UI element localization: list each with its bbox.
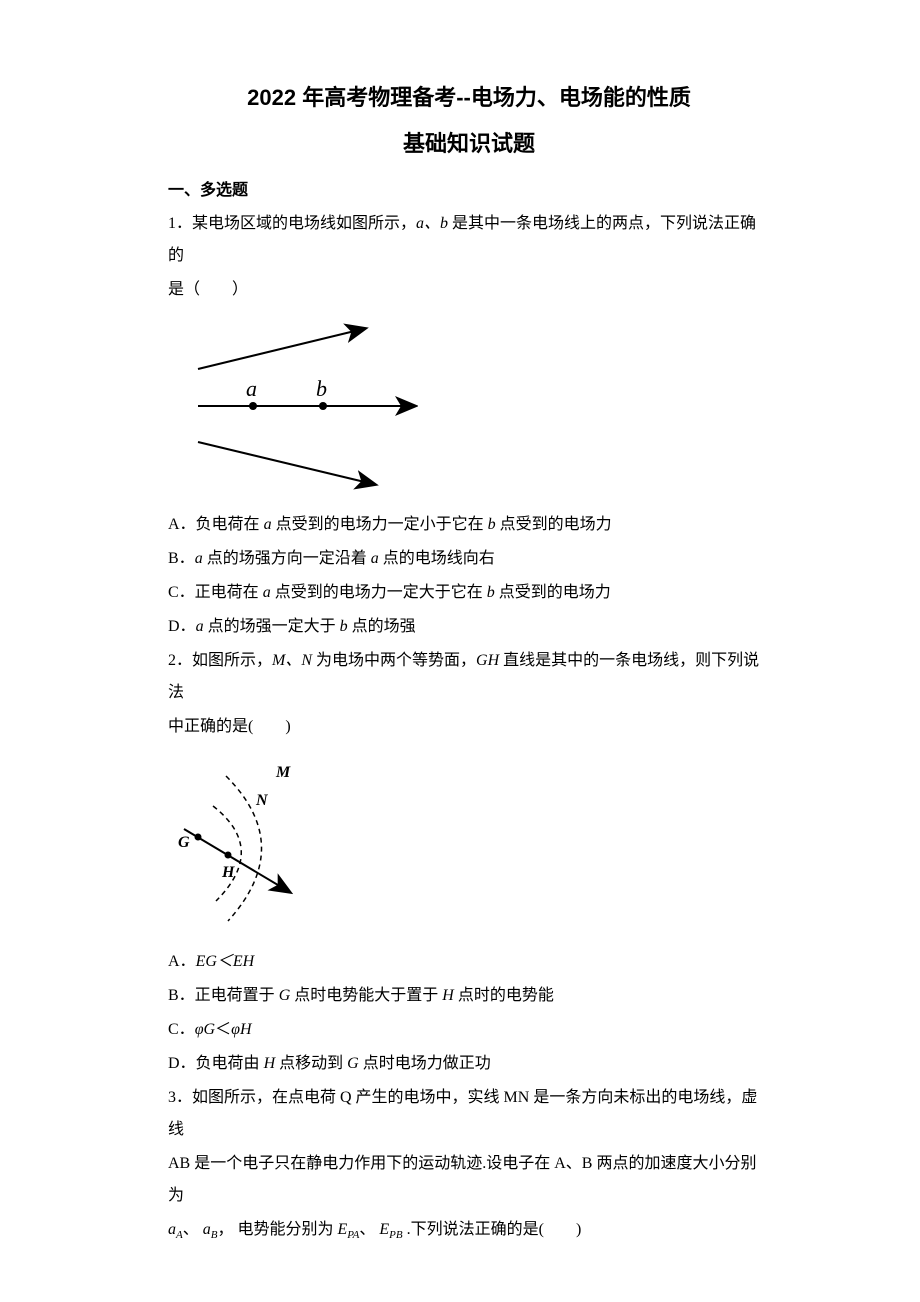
q1-optC-pre: C．正电荷在 [168, 584, 263, 601]
q3-EPB-P: P [389, 1229, 396, 1241]
q3-EPB-E: E [379, 1221, 389, 1238]
q3-stem-line1: 3．如图所示，在点电荷 Q 产生的电场中，实线 MN 是一条方向未标出的电场线，… [168, 1082, 770, 1146]
q2-optD-mid: 点移动到 [275, 1055, 347, 1072]
q2-optA-pre: A． [168, 953, 196, 970]
q2-stem1: 2．如图所示， [168, 652, 272, 669]
q3-stem3: 电势能分别为 [238, 1221, 334, 1238]
q3-stem-line2: AB 是一个电子只在静电力作用下的运动轨迹.设电子在 A、B 两点的加速度大小分… [168, 1148, 770, 1212]
q1-optC-mid: 点受到的电场力一定大于它在 [271, 584, 487, 601]
q2-optB-G: G [279, 987, 291, 1004]
q3-mid2: 、 [359, 1221, 375, 1238]
q2-figure: G H M N [168, 751, 770, 936]
q1-optA-b: b [488, 516, 496, 533]
q1-optB-pre: B． [168, 550, 195, 567]
q2-optC-b2: φH [231, 1021, 251, 1038]
q1-optB-mid2: 点的电场线向右 [379, 550, 495, 567]
q1-optD-post: 点的场强 [348, 618, 416, 635]
q2-fig-N: N [255, 792, 269, 809]
section-heading: 一、多选题 [168, 176, 770, 200]
q1-optD: D．a 点的场强一定大于 b 点的场强 [168, 611, 770, 643]
q2-stem2: 为电场中两个等势面， [312, 652, 476, 669]
page-subtitle: 基础知识试题 [168, 126, 770, 158]
q1-figure: a b [168, 314, 770, 499]
q1-optB-a1: a [195, 550, 203, 567]
q1-stem-line1: 1．某电场区域的电场线如图所示，a、b 是其中一条电场线上的两点，下列说法正确的 [168, 208, 770, 272]
q2-stem-line1: 2．如图所示，M、N 为电场中两个等势面，GH 直线是其中的一条电场线，则下列说… [168, 645, 770, 709]
q3-aA: a [168, 1221, 176, 1238]
q2-optB-mid: 点时电势能大于置于 [290, 987, 442, 1004]
q3-stem-line3: aA、 aB， 电势能分别为 EPA、 EPB .下列说法正确的是( ) [168, 1214, 770, 1246]
q1-optB-mid1: 点的场强方向一定沿着 [203, 550, 371, 567]
q2-fig-H: H [221, 864, 235, 881]
q2-optB-post: 点时的电势能 [454, 987, 554, 1004]
q1-ab: a、b [416, 215, 448, 232]
q1-optD-pre: D． [168, 618, 196, 635]
q2-optB: B．正电荷置于 G 点时电势能大于置于 H 点时的电势能 [168, 980, 770, 1012]
q2-optD-G: G [347, 1055, 359, 1072]
q3-mid1: 、 [183, 1221, 199, 1238]
page-title: 2022 年高考物理备考--电场力、电场能的性质 [168, 80, 770, 112]
q3-comma: ， [217, 1221, 233, 1238]
q2-stem-line2: 中正确的是( ) [168, 711, 770, 743]
q2-optC-b1: φG [195, 1021, 215, 1038]
q2-optA-body: EG＜EH [196, 953, 255, 970]
q3-stem4: .下列说法正确的是( ) [403, 1221, 582, 1238]
q1-stem1: 1．某电场区域的电场线如图所示， [168, 215, 416, 232]
q2-optC-pre: C． [168, 1021, 195, 1038]
q2-optD: D．负电荷由 H 点移动到 G 点时电场力做正功 [168, 1048, 770, 1080]
q1-optC-b: b [487, 584, 495, 601]
q2-optC: C．φG＜φH [168, 1014, 770, 1046]
q1-fig-label-b: b [316, 376, 327, 401]
q2-optD-pre: D．负电荷由 [168, 1055, 264, 1072]
q1-optC-a: a [263, 584, 271, 601]
q1-optA-pre: A．负电荷在 [168, 516, 264, 533]
q3-EPB-sub: PB [389, 1229, 402, 1241]
q2-optC-lt: ＜ [215, 1021, 231, 1038]
q1-optA-mid: 点受到的电场力一定小于它在 [272, 516, 488, 533]
q1-stem-line2: 是（ ） [168, 274, 770, 306]
q1-optA-a: a [264, 516, 272, 533]
q1-optD-b: b [340, 618, 348, 635]
q1-optA: A．负电荷在 a 点受到的电场力一定小于它在 b 点受到的电场力 [168, 509, 770, 541]
q2-optB-pre: B．正电荷置于 [168, 987, 279, 1004]
q1-optA-post: 点受到的电场力 [496, 516, 612, 533]
q1-optB-a2: a [371, 550, 379, 567]
q2-fig-G: G [178, 834, 190, 851]
q1-svg: a b [168, 314, 418, 494]
q1-optC-post: 点受到的电场力 [495, 584, 611, 601]
q3-EPB-S: B [396, 1229, 403, 1241]
q1-optD-mid: 点的场强一定大于 [204, 618, 340, 635]
q2-optD-post: 点时电场力做正功 [359, 1055, 491, 1072]
q1-fig-label-a: a [246, 376, 257, 401]
q2-optD-H: H [264, 1055, 276, 1072]
q1-optC: C．正电荷在 a 点受到的电场力一定大于它在 b 点受到的电场力 [168, 577, 770, 609]
q2-GH: GH [476, 652, 499, 669]
q2-fig-M: M [275, 764, 291, 781]
q2-optB-H: H [442, 987, 454, 1004]
q3-aB: a [203, 1221, 211, 1238]
q3-EPA-sub: PA [347, 1229, 359, 1241]
q2-svg: G H M N [168, 751, 348, 931]
q2-MN: M、N [272, 652, 312, 669]
page: 2022 年高考物理备考--电场力、电场能的性质 基础知识试题 一、多选题 1．… [0, 0, 920, 1302]
q1-optB: B．a 点的场强方向一定沿着 a 点的电场线向右 [168, 543, 770, 575]
q1-optD-a: a [196, 618, 204, 635]
q3-aA-sub: A [176, 1229, 183, 1241]
q2-optA: A．EG＜EH [168, 946, 770, 978]
q3-EPA-E: E [338, 1221, 348, 1238]
